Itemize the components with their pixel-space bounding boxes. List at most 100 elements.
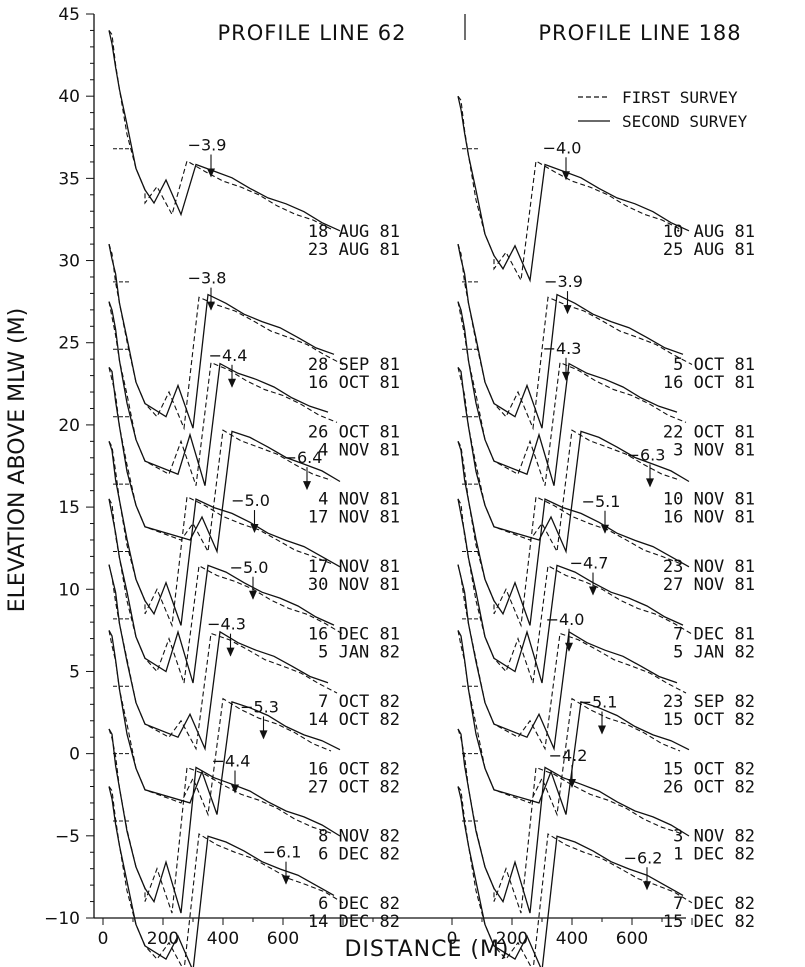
x-tick-label: 600 — [616, 929, 648, 949]
y-tick-label: 0 — [69, 745, 80, 765]
first-survey-date: 28 SEP 81 — [308, 355, 400, 375]
second-survey-date: 27 NOV 81 — [663, 575, 755, 595]
second-survey-date: 27 OCT 82 — [308, 777, 400, 797]
marker-arrowhead — [598, 725, 606, 735]
marker-value-label: −6.3 — [627, 445, 666, 464]
marker-value-label: −6.1 — [263, 843, 302, 862]
second-survey-line — [108, 367, 341, 554]
second-survey-date: 6 DEC 82 — [318, 845, 400, 865]
second-survey-line — [457, 564, 678, 752]
second-survey-date: 25 AUG 81 — [663, 240, 755, 260]
second-survey-line — [457, 243, 684, 429]
second-survey-date: 5 JAN 82 — [318, 643, 400, 663]
first-survey-date: 4 NOV 81 — [318, 490, 400, 510]
marker-arrowhead — [562, 171, 570, 181]
second-survey-line — [108, 441, 341, 626]
x-tick-label: 0 — [98, 929, 109, 949]
marker-value-label: −4.3 — [543, 339, 582, 358]
marker-value-label: −4.2 — [549, 746, 588, 765]
first-survey-line — [108, 441, 332, 628]
first-survey-date: 3 NOV 82 — [673, 827, 755, 847]
x-tick-label: 200 — [147, 929, 179, 949]
first-survey-date: 26 OCT 81 — [308, 422, 400, 442]
second-survey-line — [108, 301, 329, 486]
marker-arrowhead — [589, 586, 597, 596]
marker-arrowhead — [562, 371, 570, 381]
second-survey-line — [457, 630, 690, 815]
second-survey-line — [457, 498, 684, 684]
y-tick-label: 30 — [58, 252, 80, 272]
marker-value-label: −5.1 — [582, 492, 621, 511]
first-survey-date: 16 DEC 81 — [308, 625, 400, 645]
second-survey-line — [108, 728, 341, 914]
second-survey-date: 17 NOV 81 — [308, 508, 400, 528]
second-survey-line — [457, 728, 690, 914]
first-survey-line — [108, 30, 332, 230]
first-survey-line — [108, 630, 332, 817]
second-survey-line — [457, 301, 678, 486]
y-tick-label: 20 — [58, 416, 80, 436]
marker-arrowhead — [226, 647, 235, 657]
panel-title-left: PROFILE LINE 62 — [218, 21, 407, 45]
marker-arrowhead — [207, 168, 215, 178]
second-survey-date: 1 DEC 82 — [673, 845, 755, 865]
marker-value-label: −4.3 — [207, 615, 246, 634]
y-tick-label: −10 — [44, 909, 80, 929]
x-tick-label: 600 — [267, 929, 299, 949]
marker-value-label: −5.0 — [230, 558, 269, 577]
first-survey-date: 7 DEC 81 — [673, 625, 755, 645]
x-tick-label: 0 — [447, 929, 458, 949]
first-survey-line — [108, 301, 338, 486]
second-survey-line — [108, 786, 335, 967]
legend: FIRST SURVEY SECOND SURVEY — [578, 88, 748, 131]
marker-value-label: −3.9 — [188, 136, 227, 155]
x-tick-label: 400 — [556, 929, 588, 949]
marker-value-label: −5.0 — [231, 491, 270, 510]
second-survey-date: 15 OCT 82 — [663, 710, 755, 730]
second-survey-line — [108, 30, 341, 232]
marker-value-label: −5.1 — [579, 693, 618, 712]
first-survey-date: 15 OCT 82 — [663, 759, 755, 779]
marker-arrowhead — [249, 590, 257, 600]
y-tick-label: −5 — [55, 827, 80, 847]
marker-arrowhead — [646, 478, 654, 488]
first-survey-line — [457, 630, 681, 817]
first-survey-date: 18 AUG 81 — [308, 222, 400, 242]
marker-value-label: −4.4 — [212, 752, 251, 771]
second-survey-line — [457, 367, 690, 554]
second-survey-date: 14 OCT 82 — [308, 710, 400, 730]
second-survey-line — [457, 96, 690, 283]
marker-value-label: −4.4 — [209, 346, 248, 365]
y-tick-label: 35 — [58, 169, 80, 189]
y-tick-label: 25 — [58, 334, 80, 354]
first-survey-date: 6 DEC 82 — [318, 894, 400, 914]
first-survey-date: 7 OCT 82 — [318, 692, 400, 712]
first-survey-date: 8 NOV 82 — [318, 827, 400, 847]
second-survey-line — [108, 243, 335, 429]
first-survey-date: 23 SEP 82 — [663, 692, 755, 712]
marker-value-label: −6.4 — [284, 448, 323, 467]
y-tick-label: 15 — [58, 498, 80, 518]
second-survey-date: 4 NOV 81 — [318, 440, 400, 460]
second-survey-date: 23 AUG 81 — [308, 240, 400, 260]
marker-arrowhead — [565, 642, 573, 652]
marker-arrowhead — [601, 524, 609, 534]
y-tick-label: 40 — [58, 87, 80, 107]
panel-title-right: PROFILE LINE 188 — [538, 21, 741, 45]
x-axis-label: DISTANCE (M) — [344, 937, 509, 962]
marker-arrowhead — [231, 784, 239, 794]
axes: −10 −5 0 5 10 15 20 25 30 35 40 45 0 200 400 600 0 200 400… — [44, 5, 693, 949]
second-survey-line — [108, 564, 329, 752]
y-tick-label: 45 — [58, 5, 80, 25]
y-tick-label: 10 — [58, 580, 80, 600]
second-survey-date: 30 NOV 81 — [308, 575, 400, 595]
marker-value-label: −6.2 — [624, 848, 663, 867]
second-survey-date: 14 DEC 82 — [308, 912, 400, 932]
second-survey-line — [108, 630, 341, 815]
second-survey-line — [457, 786, 684, 967]
first-survey-line — [457, 301, 687, 486]
marker-value-label: −4.0 — [543, 138, 582, 157]
second-survey-date: 16 NOV 81 — [663, 508, 755, 528]
legend-label-second: SECOND SURVEY — [622, 112, 748, 131]
